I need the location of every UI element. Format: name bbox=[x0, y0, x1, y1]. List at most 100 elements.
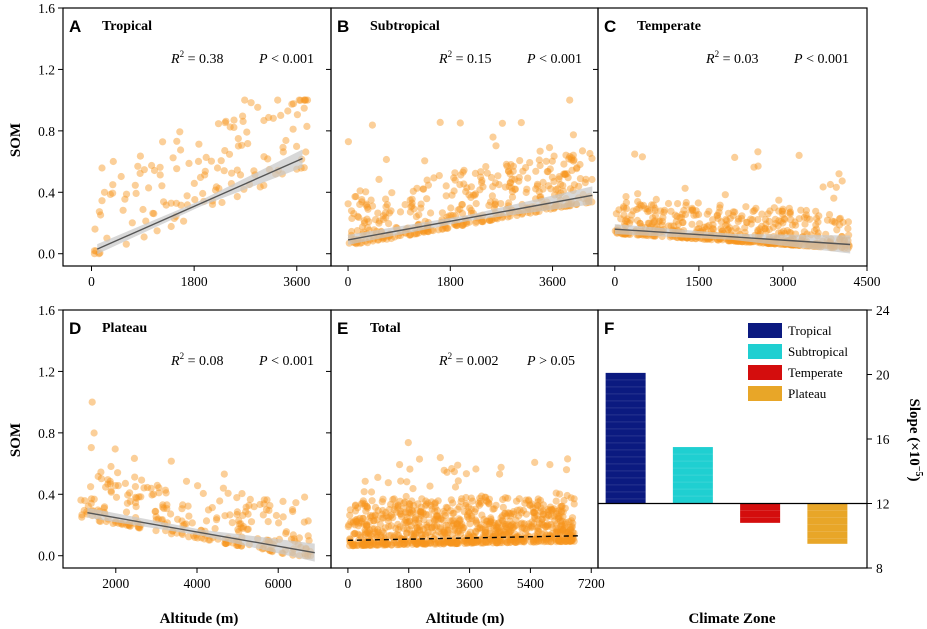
data-point bbox=[496, 527, 504, 536]
data-point bbox=[454, 529, 462, 537]
data-point bbox=[520, 537, 528, 546]
data-point bbox=[351, 193, 359, 201]
data-point bbox=[359, 514, 367, 523]
data-point bbox=[428, 528, 436, 536]
data-point bbox=[274, 96, 282, 104]
data-point bbox=[419, 185, 427, 193]
panel-total: 0 1800 3600 5400 7200 E Total R2 = 0.002 P >… bbox=[326, 309, 605, 591]
data-point bbox=[535, 525, 543, 533]
x-tick-label: 2000 bbox=[102, 576, 129, 591]
data-point bbox=[135, 493, 143, 501]
data-point bbox=[530, 538, 538, 546]
data-point bbox=[301, 96, 309, 104]
data-point bbox=[208, 504, 216, 512]
data-point bbox=[651, 217, 659, 225]
data-point bbox=[765, 217, 773, 225]
data-point bbox=[366, 513, 375, 521]
data-point bbox=[462, 470, 470, 478]
data-point bbox=[360, 520, 368, 528]
data-point bbox=[415, 211, 423, 219]
data-point bbox=[293, 111, 301, 119]
data-point bbox=[122, 190, 131, 198]
data-point bbox=[512, 516, 520, 524]
data-point bbox=[247, 518, 256, 526]
data-point bbox=[422, 510, 430, 519]
data-point bbox=[713, 212, 721, 220]
data-point bbox=[532, 185, 540, 193]
data-point bbox=[742, 203, 750, 211]
data-point bbox=[522, 526, 531, 534]
data-point bbox=[202, 153, 210, 161]
data-point bbox=[797, 206, 805, 214]
data-point bbox=[354, 541, 362, 549]
data-point bbox=[417, 531, 425, 539]
data-point bbox=[390, 539, 398, 547]
data-point bbox=[482, 538, 490, 547]
data-point bbox=[363, 522, 371, 530]
data-point bbox=[530, 508, 538, 516]
data-point bbox=[552, 186, 560, 194]
data-point bbox=[228, 169, 236, 177]
data-point bbox=[561, 536, 569, 544]
data-point bbox=[435, 539, 443, 547]
data-point bbox=[517, 520, 525, 528]
data-point bbox=[555, 537, 563, 545]
data-point bbox=[211, 186, 220, 194]
data-point bbox=[419, 508, 427, 516]
data-point bbox=[409, 485, 417, 493]
data-point bbox=[354, 522, 362, 530]
data-point bbox=[403, 478, 411, 486]
data-point bbox=[387, 522, 395, 530]
data-point bbox=[747, 215, 755, 223]
legend-swatch bbox=[748, 365, 782, 380]
data-point bbox=[373, 516, 381, 524]
data-point bbox=[524, 174, 532, 182]
data-point bbox=[731, 208, 739, 216]
data-point bbox=[542, 523, 550, 531]
data-point bbox=[517, 119, 525, 127]
data-point bbox=[384, 479, 392, 487]
data-point bbox=[450, 526, 459, 534]
data-point bbox=[438, 209, 446, 217]
x-tick-label: 3600 bbox=[539, 274, 566, 289]
data-point bbox=[467, 183, 475, 191]
data-point bbox=[481, 528, 489, 536]
data-point bbox=[401, 201, 409, 209]
data-point bbox=[346, 511, 354, 519]
data-point bbox=[709, 225, 717, 233]
data-point bbox=[363, 215, 371, 223]
data-point bbox=[94, 472, 102, 481]
data-point bbox=[185, 159, 193, 167]
data-point bbox=[241, 96, 249, 104]
data-point bbox=[638, 153, 647, 161]
data-point bbox=[512, 521, 520, 529]
data-point bbox=[410, 230, 419, 238]
data-point bbox=[520, 520, 529, 528]
data-point bbox=[530, 519, 538, 528]
data-point bbox=[667, 207, 675, 215]
data-point bbox=[844, 218, 853, 226]
data-point bbox=[778, 207, 786, 215]
data-point bbox=[506, 533, 514, 541]
data-point bbox=[304, 532, 312, 540]
data-point bbox=[359, 499, 367, 507]
data-point bbox=[373, 533, 381, 541]
data-point bbox=[228, 519, 236, 527]
data-point bbox=[398, 536, 406, 544]
data-point bbox=[441, 530, 449, 538]
data-point bbox=[472, 518, 480, 526]
stat-r2: R2 = 0.38 bbox=[170, 49, 223, 67]
data-point bbox=[413, 539, 421, 547]
data-point bbox=[513, 537, 521, 545]
data-point bbox=[443, 538, 452, 546]
data-point bbox=[371, 511, 379, 519]
data-point bbox=[431, 500, 439, 508]
data-point bbox=[262, 506, 271, 514]
data-point bbox=[107, 488, 115, 496]
data-point bbox=[244, 510, 252, 518]
data-point bbox=[534, 498, 542, 506]
data-point bbox=[537, 504, 545, 512]
data-point bbox=[831, 219, 839, 227]
data-point bbox=[437, 514, 445, 523]
